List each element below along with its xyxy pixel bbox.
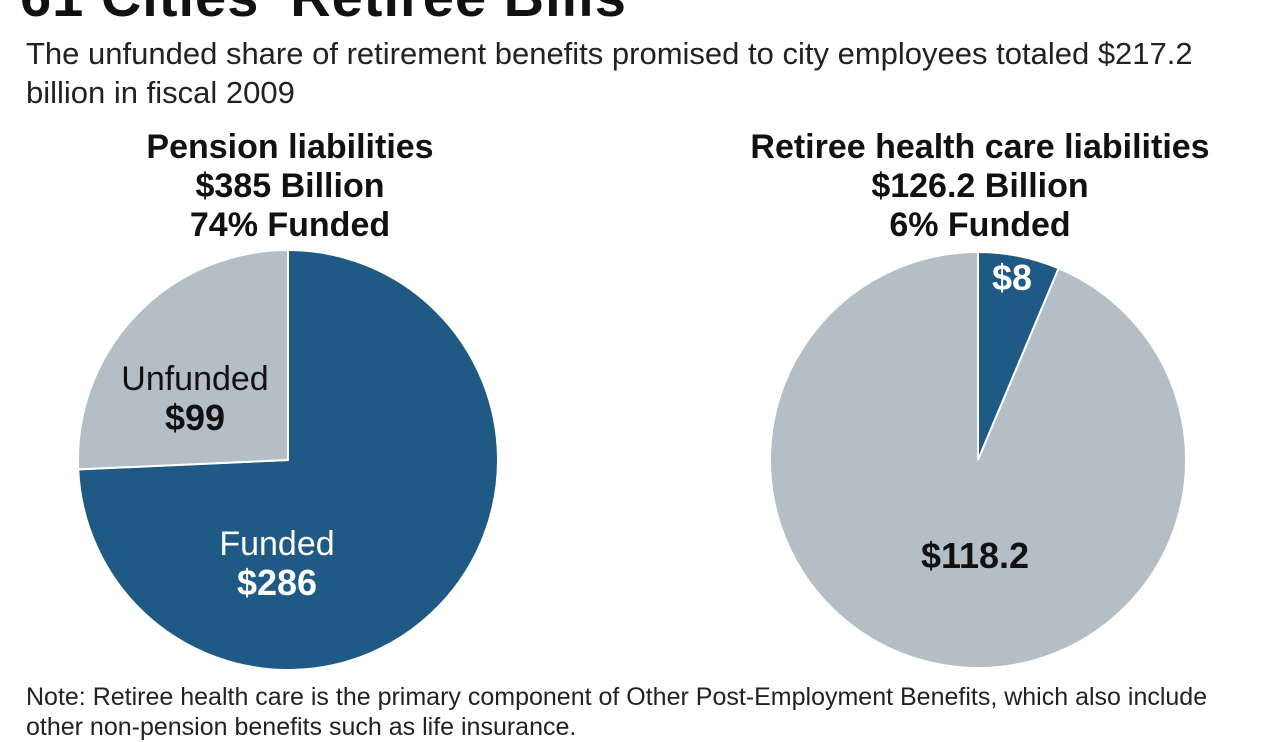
pension-slice-funded-value: $286 [237, 562, 317, 603]
health-slice-unfunded-value: $118.2 [921, 535, 1029, 576]
pension-slice-funded-label: Funded [219, 525, 334, 563]
footnote: Note: Retiree health care is the primary… [26, 682, 1266, 742]
health-slice-unfunded [770, 252, 1186, 668]
pie-charts: Funded$286 Unfunded$99 $8 $118.2 [0, 0, 1280, 720]
pension-slice-unfunded-label: Unfunded [121, 360, 268, 398]
health-slice-funded-value: $8 [992, 257, 1032, 298]
pension-slice-unfunded-value: $99 [165, 397, 225, 438]
